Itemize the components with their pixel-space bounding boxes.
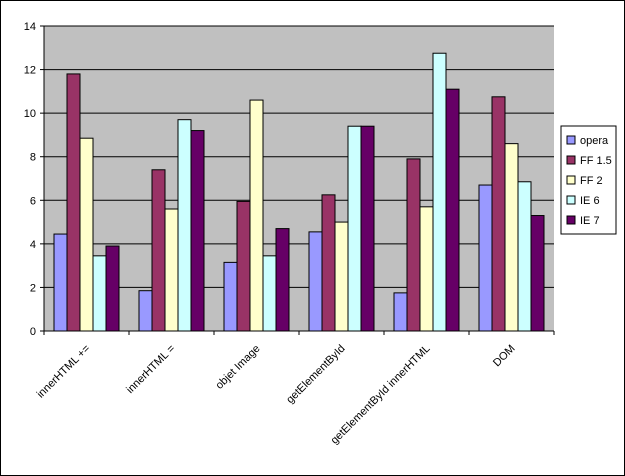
bar: [177, 119, 192, 332]
bar: [517, 181, 532, 332]
plot-background: [44, 26, 554, 331]
legend-swatch: [566, 135, 576, 145]
plot-area: [43, 25, 554, 332]
bar: [164, 208, 179, 332]
bar: [105, 245, 120, 332]
bar: [66, 73, 81, 332]
bar: [223, 261, 238, 332]
legend-swatch: [566, 195, 576, 205]
bar: [138, 290, 153, 332]
legend-label: IE 7: [580, 215, 600, 227]
legend-label: opera: [580, 135, 609, 147]
bar: [419, 206, 434, 332]
y-tick-label: 10: [24, 108, 36, 120]
bar: [275, 228, 290, 332]
bar: [249, 99, 264, 332]
bar: [334, 221, 349, 332]
bar: [79, 137, 94, 332]
bar: [504, 143, 519, 332]
x-category-label: getElementById: [284, 343, 347, 406]
bar: [236, 200, 251, 332]
legend-swatch: [566, 175, 576, 185]
y-tick-label: 2: [30, 282, 36, 294]
bar: [445, 88, 460, 332]
bar: [530, 215, 545, 332]
x-axis-categories: innerHTML += innerHTML = objet Image getEle…: [35, 331, 555, 447]
legend-label: FF 2: [580, 175, 603, 187]
x-category-label: getElementById innerHTML: [329, 343, 433, 447]
bar: [491, 96, 506, 332]
y-tick-label: 12: [24, 65, 36, 77]
legend-swatch: [566, 155, 576, 165]
y-axis-ticks: 0 2 4 6 8 10 12 14: [24, 21, 44, 338]
y-tick-label: 14: [24, 21, 36, 33]
y-tick-label: 4: [30, 239, 36, 251]
x-category-label: innerHTML =: [124, 343, 177, 396]
legend-label: IE 6: [580, 195, 600, 207]
bar: [393, 292, 408, 332]
bar: [53, 233, 68, 332]
bar: [92, 255, 107, 332]
x-category-label: objet Image: [213, 343, 262, 392]
bar: [347, 125, 362, 332]
bar: [406, 158, 421, 332]
bar: [321, 194, 336, 332]
y-tick-label: 6: [30, 195, 36, 207]
y-tick-label: 8: [30, 152, 36, 164]
x-category-label: DOM: [491, 343, 518, 370]
bar: [360, 125, 375, 332]
legend-label: FF 1.5: [580, 155, 612, 167]
bar: [151, 169, 166, 332]
bar: [190, 130, 205, 332]
legend: opera FF 1.5 FF 2 IE 6 IE 7: [560, 125, 617, 235]
y-tick-label: 0: [30, 326, 36, 338]
legend-swatch: [566, 215, 576, 225]
x-category-label: innerHTML +=: [35, 343, 93, 401]
bar: [478, 184, 493, 332]
bar: [262, 255, 277, 332]
bar: [308, 231, 323, 332]
bar: [432, 52, 447, 332]
